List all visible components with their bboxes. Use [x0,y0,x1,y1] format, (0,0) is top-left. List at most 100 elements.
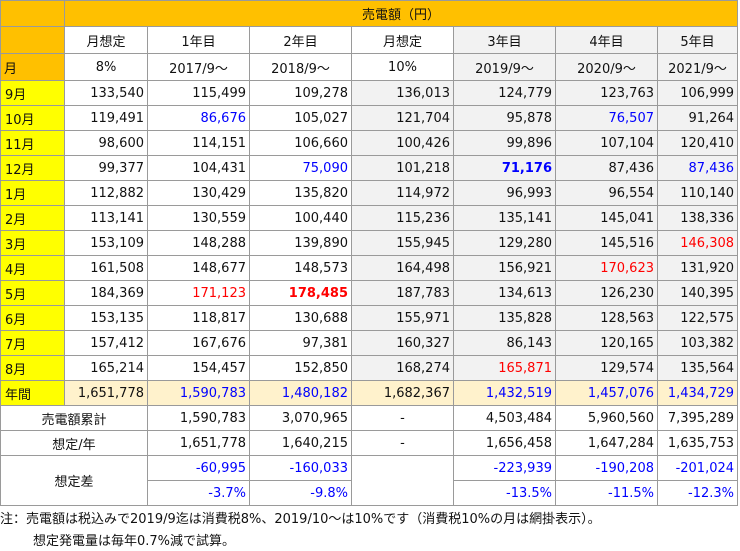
diff-amount: -223,939 [453,455,556,481]
diff-percent: -3.7% [147,480,250,506]
diff-amount: -160,033 [249,455,352,481]
diff-percent-row: -3.7% -9.8% -13.5% -11.5% -12.3% [1,480,739,506]
value-cell: 135,564 [656,355,739,381]
month-label: 1月 [0,180,65,206]
column-header-top: 月想定 [351,26,454,54]
table-row: 5月 184,369 171,123 178,485 187,783 134,613 126… [0,280,739,306]
value-cell: 110,140 [656,180,739,206]
month-label: 6月 [0,305,65,331]
value-cell: 109,278 [249,80,352,106]
column-header-bottom: 2017/9～ [147,53,250,81]
value-cell: 96,993 [453,180,556,206]
expected-value: 1,635,753 [656,430,739,456]
cumulative-value: - [351,405,454,431]
value-cell: 105,027 [249,105,352,131]
cumulative-label: 売電額累計 [0,405,148,431]
value-cell: 130,429 [147,180,250,206]
table-row: 10月 119,491 86,676 105,027 121,704 95,878 76,5… [0,105,739,131]
table-row: 9月 133,540 115,499 109,278 136,013 124,779 123… [0,80,739,106]
value-cell: 128,563 [555,305,658,331]
table-row: 6月 153,135 118,817 130,688 155,971 135,828 128… [0,305,739,331]
value-cell: 148,573 [249,255,352,281]
cumulative-row: 売電額累計 1,590,783 3,070,965-4,503,484 5,960,5… [0,405,739,431]
value-cell: 165,871 [453,355,556,381]
value-cell: 155,945 [351,230,454,256]
value-cell: 134,613 [453,280,556,306]
value-cell: 114,972 [351,180,454,206]
value-cell: 99,896 [453,130,556,156]
table-row: 8月 165,214 154,457 152,850 168,274 165,871 129… [0,355,739,381]
value-cell: 157,412 [64,330,148,356]
month-label: 4月 [0,255,65,281]
month-label: 10月 [0,105,65,131]
value-cell: 130,559 [147,205,250,231]
expected-value: 1,651,778 [147,430,250,456]
table-title: 売電額（円） [63,0,739,27]
value-cell: 167,676 [147,330,250,356]
value-cell: 155,971 [351,305,454,331]
value-cell: 104,431 [147,155,250,181]
value-cell: 153,135 [64,305,148,331]
value-cell: 75,090 [249,155,352,181]
value-cell: 114,151 [147,130,250,156]
value-cell: 138,336 [656,205,739,231]
value-cell: 112,882 [64,180,148,206]
diff-percent: -12.3% [656,480,739,506]
value-cell: 133,540 [64,80,148,106]
expected-row: 想定/年 1,651,778 1,640,215-1,656,458 1,647,28… [0,430,739,456]
value-cell: 170,623 [555,255,658,281]
title-row: 売電額（円） [0,0,739,27]
value-cell: 86,676 [147,105,250,131]
annual-value: 1,434,729 [656,380,739,406]
column-header-top: 1年目 [147,26,250,54]
cumulative-value: 7,395,289 [656,405,739,431]
expected-value: - [351,430,454,456]
value-cell: 126,230 [555,280,658,306]
annual-value: 1,480,182 [249,380,352,406]
value-cell: 154,457 [147,355,250,381]
value-cell: 153,109 [64,230,148,256]
month-header: 月 [0,53,65,81]
value-cell: 124,779 [453,80,556,106]
annual-value: 1,651,778 [64,380,148,406]
annual-row: 年間 1,651,778 1,590,783 1,480,182 1,682,367 1,… [0,380,739,406]
value-cell: 171,123 [147,280,250,306]
column-header-bottom: 10% [351,53,454,81]
expected-value: 1,656,458 [453,430,556,456]
value-cell: 95,878 [453,105,556,131]
column-header-top: 月想定 [64,26,148,54]
value-cell: 136,013 [351,80,454,106]
table-row: 4月 161,508 148,677 148,573 164,498 156,921 170… [0,255,739,281]
column-header-top: 5年目 [656,26,739,54]
table-row: 12月 99,377 104,431 75,090 101,218 71,176 87,43… [0,155,739,181]
diff-amount: -190,208 [555,455,658,481]
diff-amount: -60,995 [147,455,250,481]
value-cell: 145,041 [555,205,658,231]
value-cell: 71,176 [453,155,556,181]
table-row: 11月 98,600 114,151 106,660 100,426 99,896 107,… [0,130,739,156]
value-cell: 101,218 [351,155,454,181]
value-cell: 161,508 [64,255,148,281]
value-cell: 145,516 [555,230,658,256]
diff-amount-row: 想定差 -60,995 -160,033 -223,939 -190,208 -201,0… [0,455,739,506]
value-cell: 129,574 [555,355,658,381]
value-cell: 119,491 [64,105,148,131]
value-cell: 118,817 [147,305,250,331]
value-cell: 91,264 [656,105,739,131]
value-cell: 165,214 [64,355,148,381]
value-cell: 76,507 [555,105,658,131]
annual-value: 1,432,519 [453,380,556,406]
value-cell: 120,165 [555,330,658,356]
month-label: 5月 [0,280,65,306]
value-cell: 152,850 [249,355,352,381]
table-row: 7月 157,412 167,676 97,381 160,327 86,143 120,1… [0,330,739,356]
value-cell: 96,554 [555,180,658,206]
month-label: 9月 [0,80,65,106]
value-cell: 178,485 [249,280,352,306]
table-row: 3月 153,109 148,288 139,890 155,945 129,280 145… [0,230,739,256]
column-header-top: 4年目 [555,26,658,54]
value-cell: 98,600 [64,130,148,156]
column-header-bottom: 2018/9～ [249,53,352,81]
value-cell: 184,369 [64,280,148,306]
column-header-top: 2年目 [249,26,352,54]
